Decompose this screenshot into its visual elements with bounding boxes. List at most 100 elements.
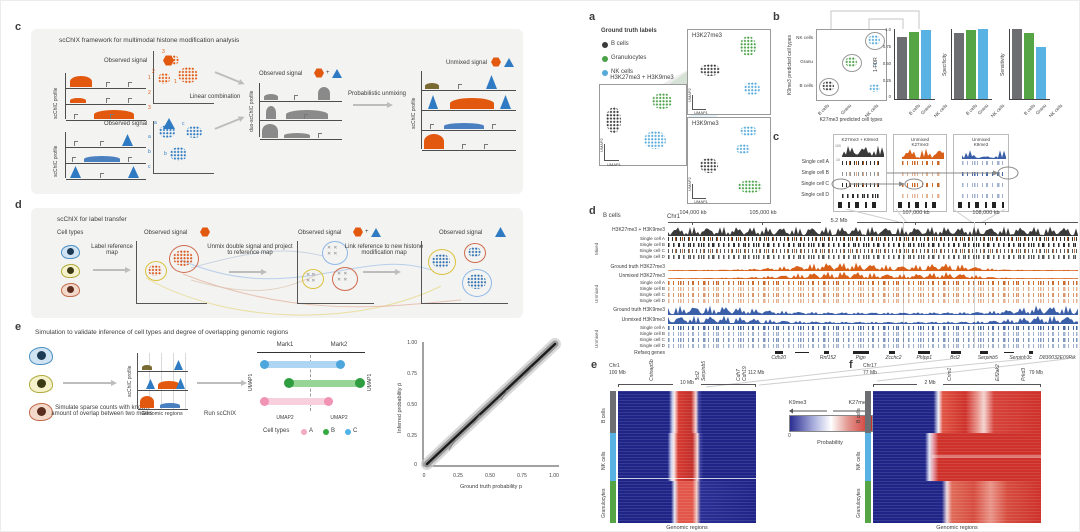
arrow-right: [363, 268, 401, 275]
bar-bcells: [954, 32, 964, 99]
cell-icon-brown: [29, 403, 53, 421]
probabilistic-unmixing-label: Probabilistic unmixing: [347, 91, 407, 97]
heatmap-e: [618, 391, 756, 523]
ytick: 1.00: [407, 340, 417, 346]
start-coord: 100 Mb: [609, 370, 626, 376]
un-k27-label: Unmixed H3K27me3: [618, 273, 665, 279]
bar-chart-sensitivity: [1009, 29, 1050, 100]
dumbbell-b: [287, 380, 361, 387]
umap2-xlabel: UMAP2: [330, 415, 348, 421]
single-cell-a-label: Single cell A: [801, 159, 829, 165]
gene-crim1: Crim1: [947, 367, 953, 381]
gene-name: Serpinb5: [977, 355, 998, 361]
cell-row-label: Single cell C: [639, 292, 665, 297]
bar-xtick: B cells: [1022, 103, 1037, 117]
umap2-axis-label: UMAP2: [687, 177, 692, 191]
umap1-axis-label: UMAP1: [694, 110, 708, 115]
bar-xtick: B cells: [907, 103, 922, 117]
triangle-icon: [495, 227, 506, 237]
colorbar-arrows: [789, 408, 871, 414]
chr-label: Chr17: [863, 363, 877, 369]
bcells-label: B cells: [603, 213, 621, 219]
x-marks: ✕✕ ✕✕: [337, 271, 350, 283]
confusion-xlabel: K27me3 predicted cell types: [819, 117, 883, 123]
mixed-title: H3K27me3 + H3K9me3: [612, 227, 665, 233]
group-granulocytes: Granulocytes: [601, 488, 607, 518]
duo-profile-ylabel: duo-scChIC profile: [249, 90, 255, 132]
legend-dot-granulocytes: [602, 56, 608, 62]
cell-row-label: Single cell D: [639, 298, 665, 303]
scale-ruler: [873, 384, 1041, 385]
simulate-text: Simulate sparse counts with known amount…: [51, 405, 153, 417]
arrow-right: [229, 268, 267, 275]
strip-nkcells: [610, 433, 616, 481]
unmixed-group-label: Unmixed: [594, 284, 599, 304]
bar-nkcells: [978, 29, 988, 99]
gene-cntnap5b: Cntnap5b: [649, 359, 655, 381]
single-cell-d-label: Single cell D: [801, 192, 829, 198]
region-line-right: [974, 222, 975, 348]
cell-row-label: Single cell A: [639, 236, 665, 241]
group-nkcells: NK cells: [601, 451, 607, 471]
orange-profile-chart: [65, 73, 146, 121]
reference-map-scatter: [136, 241, 207, 304]
cluster-c: c: [182, 121, 185, 127]
umap-plot-k9: H3K9me3 UMAP2 UMAP1: [687, 117, 771, 204]
confusion-plot: [816, 29, 887, 101]
legend-bcells: B cells: [611, 41, 629, 47]
bar-xtick: Granu: [1034, 103, 1048, 116]
umap-plot-main: UMAP2 UMAP1: [599, 84, 687, 167]
cell-row-label: Single cell A: [639, 280, 665, 285]
ytick: 0: [888, 94, 891, 99]
single-cell-b-label: Single cell B: [801, 170, 829, 176]
track-label-b: b: [148, 149, 151, 155]
ytick: 1.0: [885, 27, 891, 32]
group-nkcells: NK cells: [856, 451, 862, 471]
duo-profile-chart: [259, 83, 342, 140]
gt-k9-label: Ground truth H3K9me3: [613, 307, 665, 313]
ytick: 0.75: [407, 371, 417, 377]
end-coord: 79 Mb: [1029, 370, 1043, 376]
colorbar-k9me3: K9me3: [789, 400, 807, 406]
track-box-unmixed-k9: Unmixed K9me3: [953, 134, 1009, 212]
group-bcells: B cells: [601, 408, 607, 424]
span-label: 5.2 Mb: [821, 218, 857, 224]
track-label-a: a: [148, 134, 151, 140]
strip-bcells: [865, 391, 871, 433]
xtick: 0.75: [517, 473, 527, 479]
label-reference-map: Label reference map: [91, 244, 133, 256]
unmixed-projection-scatter: ✕✕ ✕✕ ✕✕ ✕✕ ✕✕ ✕✕: [297, 241, 374, 304]
blue-umap-scatter: a c b: [153, 120, 214, 174]
triangle-icon: [332, 69, 342, 78]
bar-xtick: NK cells: [932, 103, 949, 119]
panel-e2-label: e: [591, 359, 598, 371]
bar-bcells: [897, 37, 907, 99]
x-marks: ✕✕ ✕✕: [327, 245, 340, 257]
identity-scatter-plot: [421, 338, 561, 470]
simulated-profile-chart: [137, 353, 188, 410]
bar-xtick: B cells: [964, 103, 979, 117]
triangle-icon: [504, 58, 514, 67]
umap1-axis-label: UMAP1: [694, 199, 708, 204]
ytick: 0.25: [407, 433, 417, 439]
triangle-icon: [371, 228, 381, 237]
umap2-axis-label: UMAP2: [599, 138, 604, 152]
xtick: 0.50: [485, 473, 495, 479]
box1-title: K27me3 + K9me3: [841, 137, 879, 142]
bar-bcells: [1012, 29, 1022, 99]
colorbar-k27me3: K27me3: [848, 400, 870, 406]
umap-plot-k27: H3K27me3 UMAP2 UMAP1: [687, 29, 771, 115]
group-bcells: B cells: [856, 408, 862, 424]
ytick: 0: [414, 462, 417, 468]
track-box-unmixed-k27: Unmixed K27me3: [893, 134, 947, 212]
confusion-ytick-bcells: B cells: [799, 83, 813, 88]
cell-row-label: Single cell A: [639, 325, 665, 330]
bar-xtick: NK cells: [989, 103, 1006, 119]
ytick: 0.50: [407, 402, 417, 408]
track-box-mixed: K27me3 + K9me3 100 10: [833, 134, 887, 212]
panel-a-label: a: [589, 11, 596, 23]
observed-signal-label: Observed signal: [298, 230, 342, 236]
genome-ruler: [668, 222, 1078, 223]
x-marks: ✕✕ ✕✕: [306, 272, 317, 284]
cell-icon-blue: [29, 347, 53, 365]
